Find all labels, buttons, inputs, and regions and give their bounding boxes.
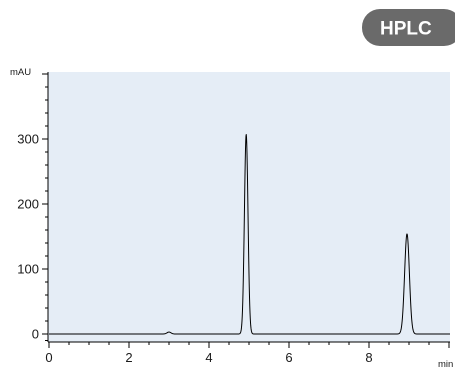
badge-label: HPLC [380, 19, 432, 40]
chromatogram-trace [48, 134, 451, 335]
y-tick-label: 200 [17, 197, 39, 212]
axes: 0 100 200 300 0 2 4 6 8 [17, 72, 450, 365]
plot-area [48, 72, 450, 342]
x-tick-label: 0 [45, 350, 52, 365]
y-tick-label: 0 [32, 327, 39, 342]
y-axis-unit-label: mAU [10, 67, 31, 78]
trace-layer [48, 134, 451, 335]
badge-background [362, 9, 455, 46]
x-tick-label: 4 [205, 350, 212, 365]
x-tick-label: 8 [365, 350, 372, 365]
x-tick-label: 6 [285, 350, 292, 365]
hplc-badge: HPLC [362, 9, 455, 46]
x-axis-unit-label: min [438, 359, 453, 370]
y-tick-label: 100 [17, 262, 39, 277]
x-tick-label: 2 [125, 350, 132, 365]
y-tick-label: 300 [17, 132, 39, 147]
